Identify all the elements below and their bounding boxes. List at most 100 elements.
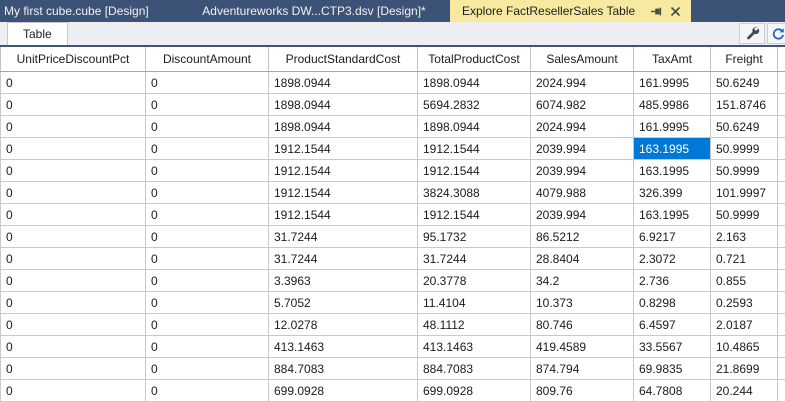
cell[interactable]: 10.4865 bbox=[710, 335, 778, 358]
cell[interactable]: 5694.2832 bbox=[417, 93, 531, 116]
cell[interactable]: 2039.994 bbox=[530, 203, 634, 226]
cell[interactable]: 0 bbox=[0, 313, 146, 336]
cell[interactable]: 0.8298 bbox=[633, 291, 711, 314]
cell[interactable]: 1912.1544 bbox=[417, 203, 531, 226]
cell[interactable]: 0 bbox=[145, 93, 269, 116]
cell[interactable]: 50.9999 bbox=[710, 203, 778, 226]
cell[interactable]: 161.9995 bbox=[633, 71, 711, 94]
cell[interactable]: 0 bbox=[0, 71, 146, 94]
cell[interactable]: 0 bbox=[145, 71, 269, 94]
cell[interactable]: 1898.0944 bbox=[268, 115, 418, 138]
cell[interactable]: 0 bbox=[145, 269, 269, 292]
cell[interactable]: 3824.3088 bbox=[417, 181, 531, 204]
column-header[interactable]: TaxAmt bbox=[633, 47, 711, 72]
cell[interactable]: 5.7052 bbox=[268, 291, 418, 314]
cell[interactable]: 1912.1544 bbox=[268, 137, 418, 160]
cell[interactable]: 48.1112 bbox=[417, 313, 531, 336]
cell[interactable]: 0 bbox=[145, 181, 269, 204]
cell[interactable]: 33.5567 bbox=[633, 335, 711, 358]
tab-table[interactable]: Table bbox=[7, 22, 68, 45]
cell[interactable]: 2.163 bbox=[710, 225, 778, 248]
cell[interactable]: 0.721 bbox=[710, 247, 778, 270]
cell[interactable]: 485.9986 bbox=[633, 93, 711, 116]
cell[interactable]: 0 bbox=[0, 159, 146, 182]
cell[interactable]: 80.746 bbox=[530, 313, 634, 336]
cell[interactable]: 699.0928 bbox=[268, 379, 418, 402]
cell[interactable]: 0 bbox=[145, 225, 269, 248]
cell[interactable]: 12.0278 bbox=[268, 313, 418, 336]
wrench-icon[interactable] bbox=[739, 23, 765, 44]
column-header[interactable]: UnitPriceDiscountPct bbox=[0, 47, 146, 72]
cell[interactable]: 1898.0944 bbox=[268, 71, 418, 94]
cell[interactable]: 2039.994 bbox=[530, 137, 634, 160]
cell[interactable]: 0 bbox=[145, 379, 269, 402]
column-header[interactable]: ProductStandardCost bbox=[268, 47, 418, 72]
cell[interactable]: 34.2 bbox=[530, 269, 634, 292]
cell[interactable]: 0 bbox=[0, 269, 146, 292]
tab-adventureworks-dsv[interactable]: Adventureworks DW...CTP3.dsv [Design]* bbox=[178, 0, 450, 22]
cell[interactable]: 163.1995 bbox=[633, 203, 711, 226]
cell[interactable]: 884.7083 bbox=[268, 357, 418, 380]
cell[interactable]: 0.855 bbox=[710, 269, 778, 292]
cell[interactable]: 413.1463 bbox=[268, 335, 418, 358]
cell[interactable]: 10.373 bbox=[530, 291, 634, 314]
cell[interactable]: 20.3778 bbox=[417, 269, 531, 292]
cell[interactable]: 2.3072 bbox=[633, 247, 711, 270]
cell[interactable]: 413.1463 bbox=[417, 335, 531, 358]
cell[interactable]: 20.244 bbox=[710, 379, 778, 402]
cell[interactable]: 0 bbox=[0, 181, 146, 204]
cell[interactable]: 11.4104 bbox=[417, 291, 531, 314]
cell[interactable]: 0 bbox=[0, 225, 146, 248]
cell[interactable]: 31.7244 bbox=[268, 247, 418, 270]
cell[interactable]: 326.399 bbox=[633, 181, 711, 204]
cell[interactable]: 1898.0944 bbox=[417, 71, 531, 94]
cell[interactable]: 50.9999 bbox=[710, 137, 778, 160]
cell[interactable]: 163.1995 bbox=[633, 159, 711, 182]
pin-icon[interactable] bbox=[649, 4, 664, 19]
cell[interactable]: 50.6249 bbox=[710, 115, 778, 138]
cell[interactable]: 0 bbox=[0, 203, 146, 226]
cell[interactable]: 0 bbox=[0, 291, 146, 314]
cell[interactable]: 2.736 bbox=[633, 269, 711, 292]
close-icon[interactable] bbox=[668, 4, 683, 19]
cell[interactable]: 0 bbox=[0, 93, 146, 116]
cell[interactable]: 2.0187 bbox=[710, 313, 778, 336]
cell[interactable]: 0 bbox=[0, 357, 146, 380]
refresh-icon[interactable] bbox=[767, 23, 785, 44]
cell[interactable]: 0 bbox=[145, 159, 269, 182]
cell[interactable]: 884.7083 bbox=[417, 357, 531, 380]
cell[interactable]: 0.2593 bbox=[710, 291, 778, 314]
cell[interactable]: 1912.1544 bbox=[268, 203, 418, 226]
cell[interactable]: 0 bbox=[0, 335, 146, 358]
cell[interactable]: 6.4597 bbox=[633, 313, 711, 336]
cell[interactable]: 0 bbox=[145, 247, 269, 270]
cell[interactable]: 3.3963 bbox=[268, 269, 418, 292]
column-header[interactable]: SalesAmount bbox=[530, 47, 634, 72]
cell[interactable]: 0 bbox=[145, 291, 269, 314]
cell[interactable]: 21.8699 bbox=[710, 357, 778, 380]
cell[interactable]: 50.6249 bbox=[710, 71, 778, 94]
cell[interactable]: 95.1732 bbox=[417, 225, 531, 248]
cell[interactable]: 0 bbox=[145, 203, 269, 226]
cell[interactable]: 1912.1544 bbox=[268, 159, 418, 182]
cell[interactable]: 6074.982 bbox=[530, 93, 634, 116]
cell[interactable]: 69.9835 bbox=[633, 357, 711, 380]
cell[interactable]: 1898.0944 bbox=[417, 115, 531, 138]
cell[interactable]: 1912.1544 bbox=[268, 181, 418, 204]
cell[interactable]: 419.4589 bbox=[530, 335, 634, 358]
cell[interactable]: 4079.988 bbox=[530, 181, 634, 204]
cell[interactable]: 0 bbox=[145, 335, 269, 358]
cell[interactable]: 1912.1544 bbox=[417, 137, 531, 160]
cell[interactable]: 31.7244 bbox=[417, 247, 531, 270]
cell[interactable]: 0 bbox=[0, 137, 146, 160]
cell[interactable]: 28.8404 bbox=[530, 247, 634, 270]
cell[interactable]: 0 bbox=[0, 247, 146, 270]
cell[interactable]: 64.7808 bbox=[633, 379, 711, 402]
cell[interactable]: 0 bbox=[0, 379, 146, 402]
cell[interactable]: 151.8746 bbox=[710, 93, 778, 116]
cell[interactable]: 161.9995 bbox=[633, 115, 711, 138]
cell[interactable]: 699.0928 bbox=[417, 379, 531, 402]
cell[interactable]: 86.5212 bbox=[530, 225, 634, 248]
cell[interactable]: 31.7244 bbox=[268, 225, 418, 248]
cell[interactable]: 50.9999 bbox=[710, 159, 778, 182]
